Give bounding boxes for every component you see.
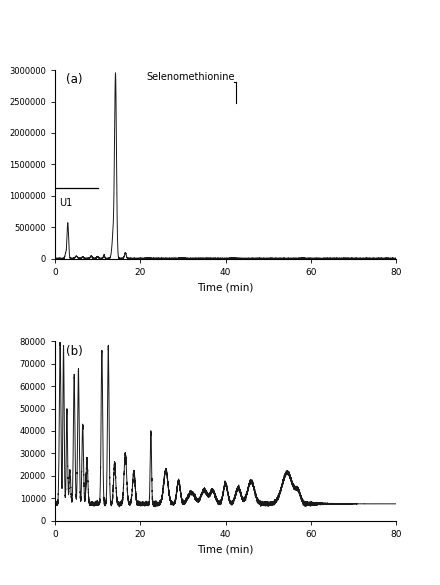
Text: Selenomethionine: Selenomethionine xyxy=(147,71,235,81)
Text: (a): (a) xyxy=(66,73,82,87)
Text: (b): (b) xyxy=(66,345,82,357)
Text: U1: U1 xyxy=(59,198,73,208)
X-axis label: Time (min): Time (min) xyxy=(197,544,254,554)
X-axis label: Time (min): Time (min) xyxy=(197,282,254,292)
